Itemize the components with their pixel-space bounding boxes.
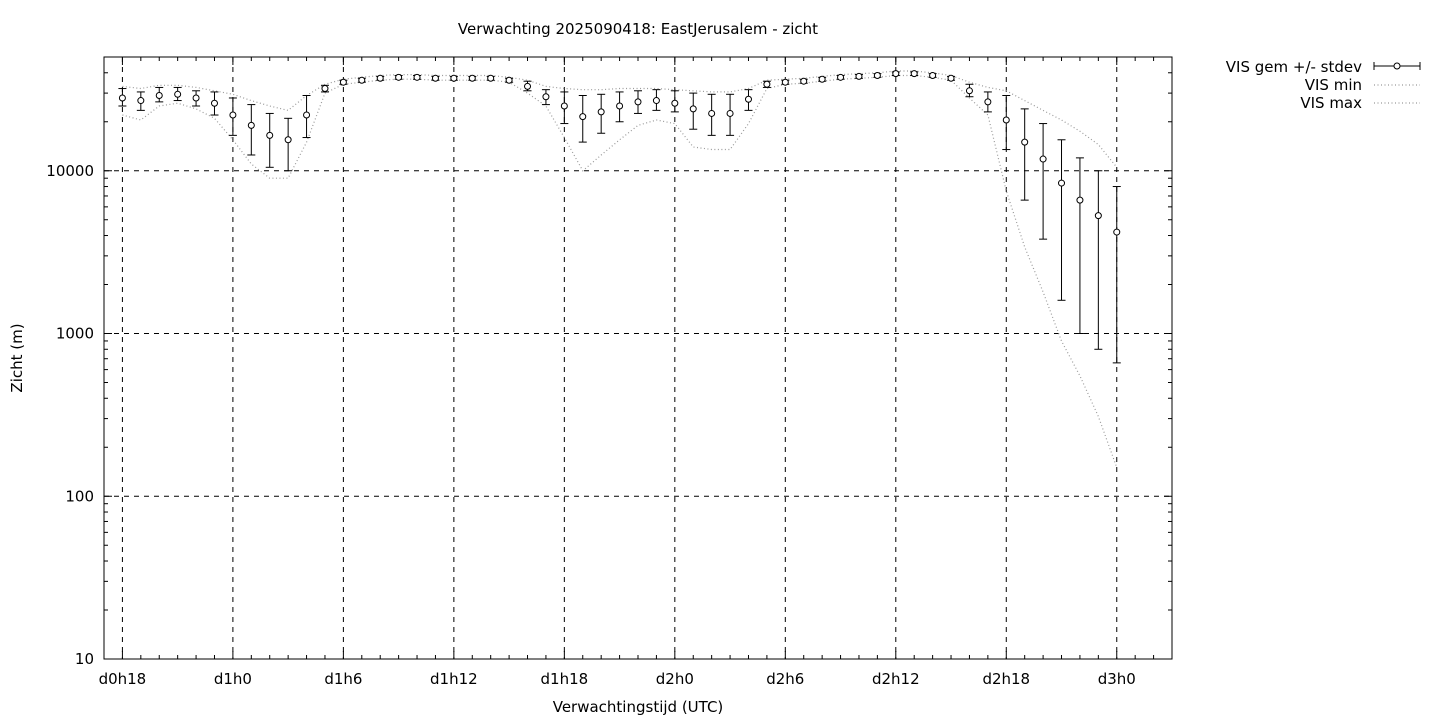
mean-point [597, 108, 605, 116]
plot-frame [103, 56, 1173, 660]
x-tick-label: d1h6 [324, 670, 362, 688]
envelope-layer [122, 70, 1118, 468]
mean-point [505, 76, 513, 84]
x-tick-labels: d0h18 d1h0 d1h6 d1h12 d1h18 d2h0 d2h6 d2h12 d2h1… [99, 670, 1136, 688]
mean-point [984, 98, 992, 106]
mean-point [800, 77, 808, 85]
mean-point [1076, 196, 1084, 204]
mean-point [910, 70, 918, 78]
y-tick-labels: 10 100 1000 10000 [46, 162, 94, 668]
mean-point [929, 71, 937, 79]
mean-point [965, 87, 973, 95]
mean-point [873, 71, 881, 79]
mean-point [634, 98, 642, 106]
mean-point [487, 74, 495, 82]
mean-point [321, 85, 329, 93]
mean-point [1094, 212, 1102, 220]
mean-point [1002, 116, 1010, 124]
mean-point [431, 74, 439, 82]
mean-point [266, 131, 274, 139]
mean-point [855, 72, 863, 80]
mean-point [652, 97, 660, 105]
legend: VIS gem +/- stdev VIS min VIS max [1226, 58, 1421, 112]
mean-point [708, 109, 716, 117]
mean-point [358, 76, 366, 84]
mean-point [689, 105, 697, 113]
grid-layer [104, 57, 1172, 659]
mean-point [468, 74, 476, 82]
mean-point [763, 80, 771, 88]
x-tick-label: d1h12 [430, 670, 478, 688]
mean-point [395, 73, 403, 81]
mean-point [1039, 155, 1047, 163]
x-tick-label: d2h18 [982, 670, 1030, 688]
mean-point [892, 70, 900, 78]
chart-title: Verwachting 2025090418: EastJerusalem - … [458, 20, 818, 38]
mean-point [229, 111, 237, 119]
mean-point [542, 93, 550, 101]
mean-point [818, 75, 826, 83]
x-tick-label: d2h0 [656, 670, 694, 688]
mean-point [192, 94, 200, 102]
point-layer [118, 70, 1121, 236]
mean-point [247, 121, 255, 129]
legend-label-mean: VIS gem +/- stdev [1226, 58, 1362, 76]
legend-mean-point [1393, 62, 1401, 70]
mean-point [579, 113, 587, 121]
mean-point [210, 99, 218, 107]
legend-label-min: VIS min [1305, 76, 1362, 94]
mean-point [781, 78, 789, 86]
mean-point [155, 92, 163, 100]
mean-point [339, 78, 347, 86]
y-tick-label: 100 [65, 487, 94, 505]
x-tick-label: d2h6 [766, 670, 804, 688]
mean-point [947, 74, 955, 82]
x-tick-label: d3h0 [1098, 670, 1136, 688]
mean-point [744, 95, 752, 103]
mean-point [837, 73, 845, 81]
mean-point [560, 102, 568, 110]
y-tick-label: 10000 [46, 162, 94, 180]
mean-point [1113, 228, 1121, 236]
mean-point [671, 99, 679, 107]
vis-max-line [122, 70, 1118, 168]
y-axis-label: Zicht (m) [8, 323, 26, 392]
mean-point [616, 102, 624, 110]
mean-point [118, 94, 126, 102]
x-tick-label: d0h18 [99, 670, 147, 688]
mean-point [1021, 138, 1029, 146]
legend-label-max: VIS max [1300, 94, 1362, 112]
mean-point [376, 74, 384, 82]
mean-point [137, 97, 145, 105]
mean-point [284, 136, 292, 144]
mean-point [524, 82, 532, 90]
y-tick-label: 10 [75, 650, 94, 668]
mean-point [303, 111, 311, 119]
x-tick-label: d2h12 [872, 670, 920, 688]
mean-point [413, 73, 421, 81]
mean-point [726, 109, 734, 117]
mean-point [174, 90, 182, 98]
x-axis-label: Verwachtingstijd (UTC) [553, 698, 724, 716]
tick-layer [104, 56, 1172, 660]
mean-point [1058, 179, 1066, 187]
x-tick-label: d1h18 [541, 670, 589, 688]
y-tick-label: 1000 [56, 325, 94, 343]
mean-point [450, 74, 458, 82]
x-tick-label: d1h0 [214, 670, 252, 688]
errorbar-layer [118, 71, 1121, 364]
